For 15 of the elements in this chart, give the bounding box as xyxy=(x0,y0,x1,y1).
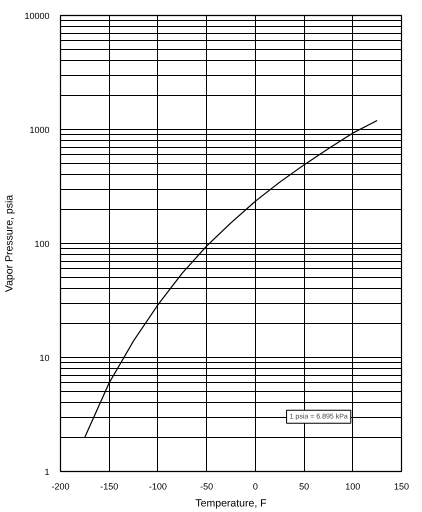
x-tick-label: -100 xyxy=(148,482,167,492)
y-tick-label: 10000 xyxy=(24,11,50,21)
x-tick-label: 0 xyxy=(252,482,258,492)
y-tick-label: 1 xyxy=(44,467,50,477)
x-tick-label: 100 xyxy=(345,482,360,492)
x-tick-label: -200 xyxy=(51,482,70,492)
x-tick-label: 150 xyxy=(394,482,410,492)
x-tick-label: -150 xyxy=(100,482,118,492)
x-tick-label: -50 xyxy=(200,482,214,492)
y-tick-label: 10 xyxy=(39,353,50,363)
y-tick-label: 1000 xyxy=(29,125,50,135)
y-tick-label: 100 xyxy=(34,239,50,249)
x-tick-label: 50 xyxy=(299,482,310,492)
x-axis-title: Temperature, F xyxy=(195,498,267,510)
y-axis-title: Vapor Pressure, psia xyxy=(3,194,16,292)
